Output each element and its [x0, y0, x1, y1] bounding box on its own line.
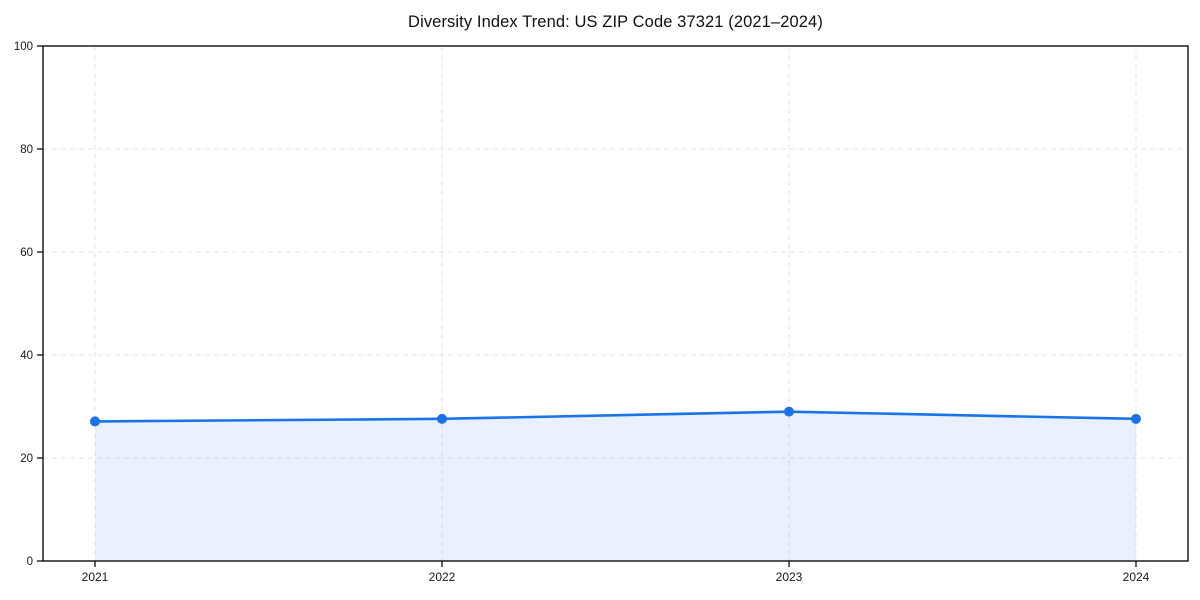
area-fill [95, 411, 1136, 561]
x-axis: 2021 2022 2023 2024 [82, 561, 1150, 584]
x-tick-label: 2021 [82, 570, 109, 584]
y-axis: 0 20 40 60 80 100 [14, 41, 43, 568]
x-tick-label: 2022 [429, 570, 456, 584]
y-tick-label: 20 [20, 453, 33, 465]
x-tick-label: 2023 [776, 570, 803, 584]
data-point [784, 406, 794, 417]
y-tick-label: 80 [20, 144, 33, 156]
plot-border [42, 45, 1189, 562]
y-tick-label: 0 [27, 556, 33, 568]
y-tick-label: 40 [20, 350, 33, 362]
data-point [90, 416, 100, 427]
trend-line [93, 410, 1138, 423]
data-point [437, 413, 447, 424]
y-tick-label: 60 [20, 247, 33, 259]
data-points [90, 406, 1141, 427]
data-point [1131, 413, 1141, 424]
chart-title: Diversity Index Trend: US ZIP Code 37321… [408, 13, 823, 31]
x-tick-label: 2024 [1123, 570, 1150, 584]
y-tick-label: 100 [14, 41, 33, 53]
